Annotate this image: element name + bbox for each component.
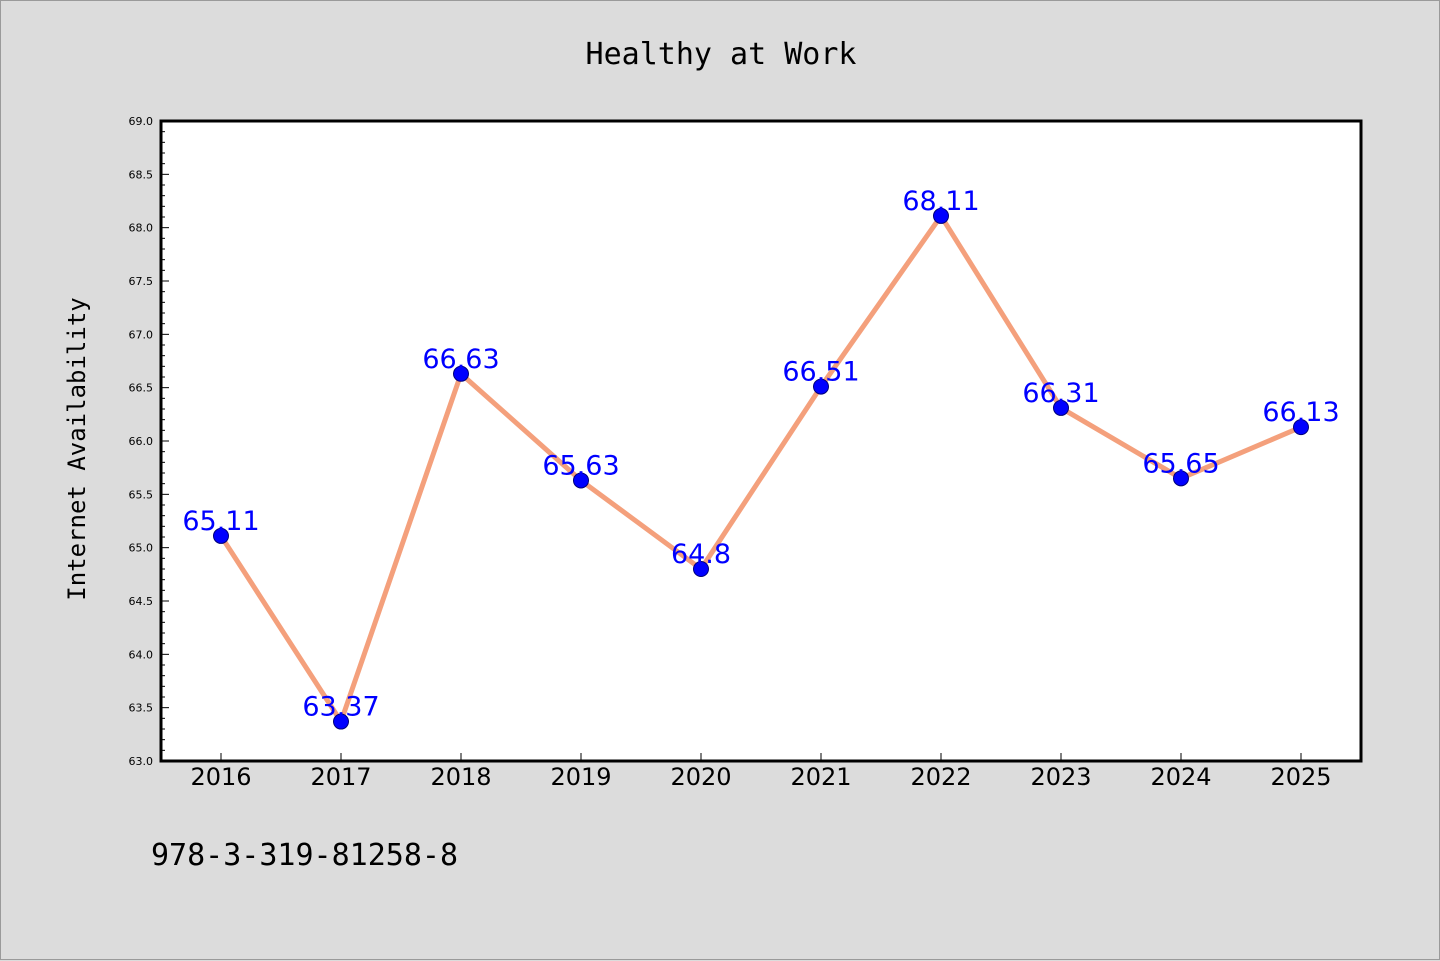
y-tick-label: 63.0: [129, 755, 154, 768]
x-tick-label: 2017: [310, 763, 371, 791]
data-points: [213, 207, 1309, 730]
y-tick-label: 63.5: [129, 702, 154, 715]
data-point: [213, 527, 229, 544]
data-point: [933, 207, 949, 224]
data-point: [1293, 419, 1309, 436]
data-label: 66.13: [1262, 397, 1339, 428]
data-point: [813, 378, 829, 395]
data-point: [1053, 399, 1069, 416]
data-label: 65.63: [542, 450, 619, 481]
data-point: [1173, 470, 1189, 487]
y-tick-label: 67.0: [129, 328, 154, 341]
series-line-group: [218, 213, 1304, 725]
data-point: [573, 472, 589, 489]
y-tick-label: 69.0: [129, 115, 154, 128]
x-axis: 2016 2017 2018 2019 2020 2021 2022 2023 2024 2025: [190, 753, 1332, 791]
data-label: 65.11: [182, 506, 259, 537]
data-label: 66.63: [422, 344, 499, 375]
data-label: 66.51: [782, 357, 859, 388]
y-tick-label: 65.0: [129, 542, 154, 555]
x-tick-label: 2025: [1270, 763, 1331, 791]
y-tick-label: 66.5: [129, 382, 154, 395]
data-labels: 65.11 63.37 66.63 65.63 64.8 66.51 68.11 66.31 6…: [182, 186, 1339, 723]
data-point: [693, 561, 709, 577]
x-tick-label: 2022: [910, 763, 971, 791]
x-tick-label: 2018: [430, 763, 491, 791]
plot-frame: [159, 119, 1363, 763]
y-tick-label: 64.5: [129, 595, 154, 608]
x-tick-label: 2020: [670, 763, 731, 791]
data-point: [333, 713, 349, 730]
y-axis-label: Internet Availability: [63, 297, 91, 600]
footer-code: 978-3-319-81258-8: [151, 838, 458, 873]
x-tick-label: 2021: [790, 763, 851, 791]
y-tick-label: 65.5: [129, 488, 154, 501]
x-tick-label: 2016: [190, 763, 251, 791]
x-tick-label: 2023: [1030, 763, 1091, 791]
data-point: [453, 365, 469, 382]
data-label: 68.11: [902, 186, 979, 217]
data-label: 63.37: [302, 692, 379, 723]
chart-title: Healthy at Work: [586, 37, 857, 72]
y-tick-label: 67.5: [129, 275, 154, 288]
y-tick-label: 66.0: [129, 435, 154, 448]
x-tick-label: 2019: [550, 763, 611, 791]
plot-area: [161, 121, 1361, 761]
data-label: 66.31: [1022, 378, 1099, 409]
y-tick-label: 64.0: [129, 648, 154, 661]
y-tick-label: 68.0: [129, 222, 154, 235]
data-label: 65.65: [1142, 448, 1219, 479]
series-line: [218, 213, 1304, 725]
y-tick-label: 68.5: [129, 168, 154, 181]
x-tick-label: 2024: [1150, 763, 1211, 791]
data-label: 64.8: [671, 539, 731, 570]
